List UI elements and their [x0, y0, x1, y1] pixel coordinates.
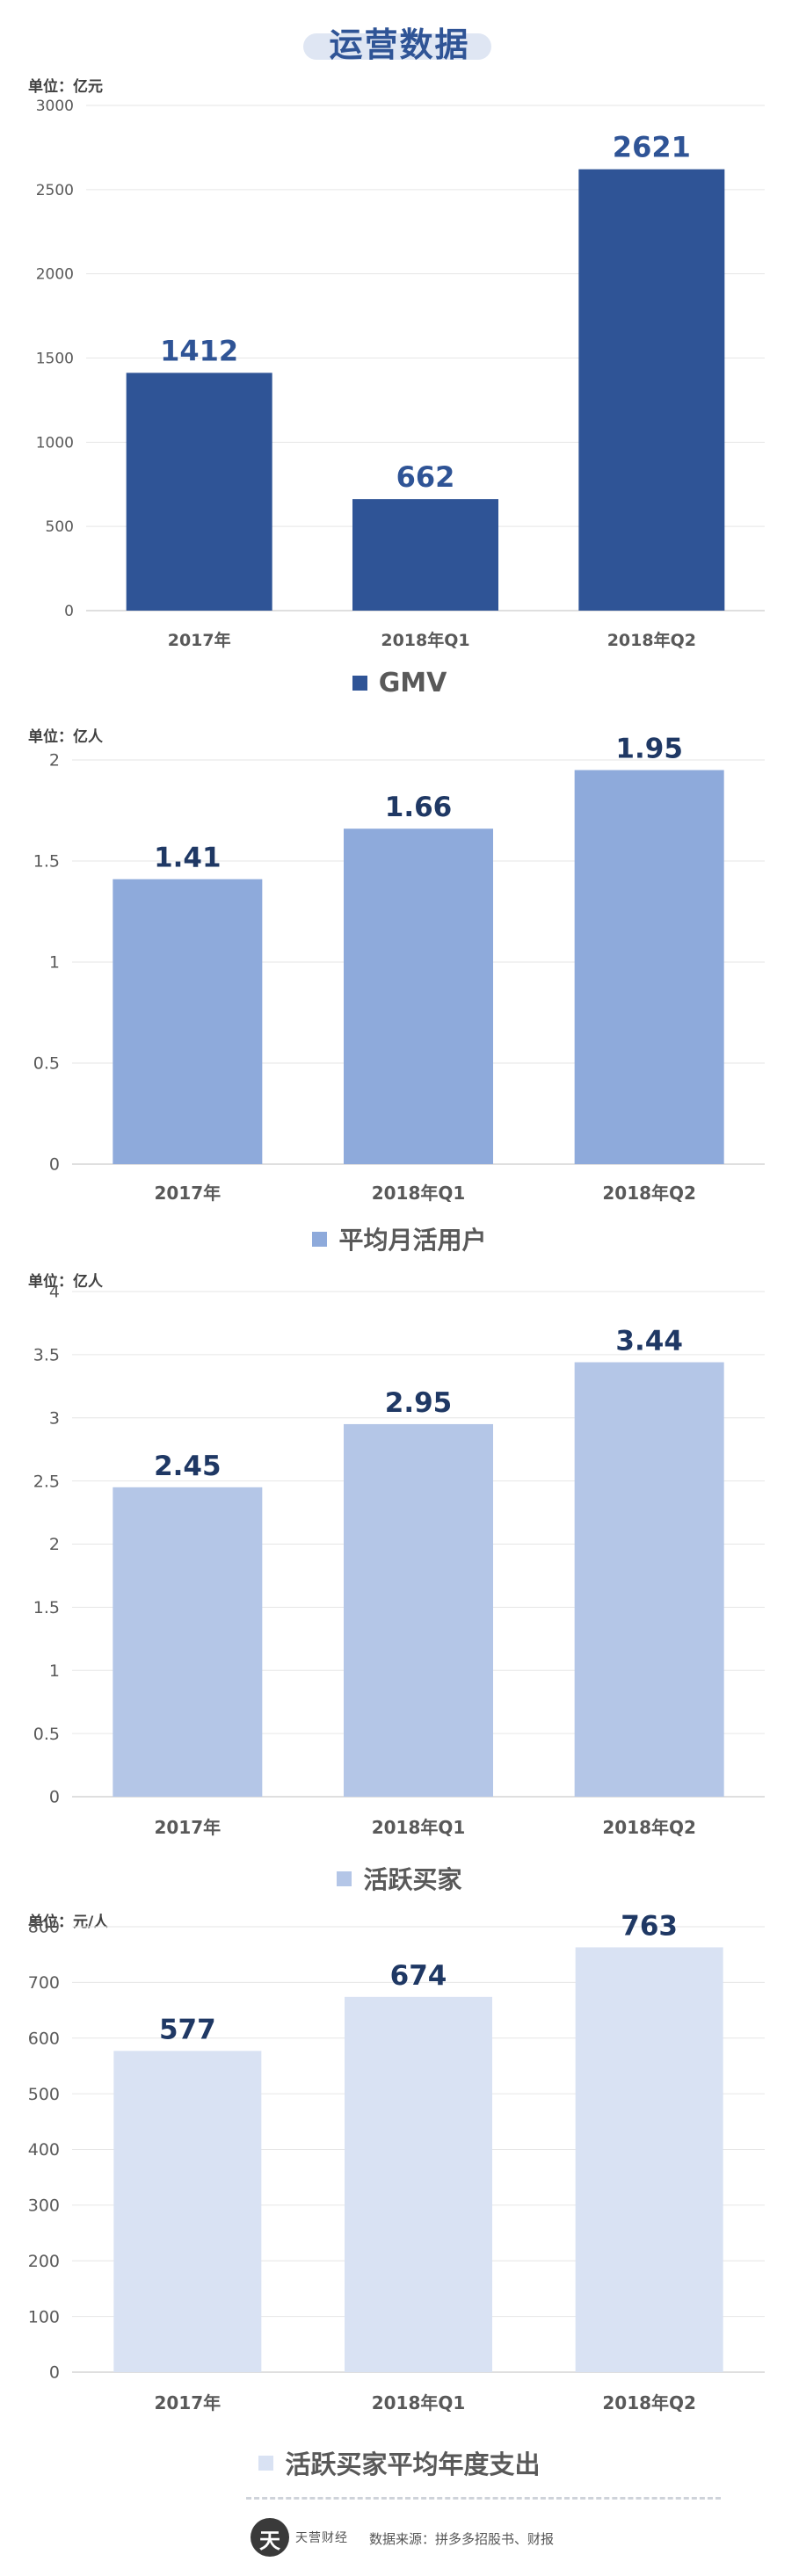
bar: [344, 1423, 493, 1797]
unit-label: 单位：亿人: [28, 1273, 103, 1291]
y-tick-label: 100: [28, 2307, 60, 2326]
y-tick-label: 0: [49, 1788, 60, 1807]
bar: [575, 1947, 723, 2372]
y-tick-label: 300: [28, 2196, 60, 2216]
x-tick-label: 2018年Q1: [372, 2392, 466, 2413]
y-tick-label: 1500: [36, 350, 74, 367]
y-tick-label: 1: [49, 1661, 60, 1681]
footer-divider: [246, 2497, 721, 2500]
chart-legend: 活跃买家平均年度支出: [0, 2444, 799, 2481]
y-tick-label: 1.5: [33, 852, 60, 872]
y-tick-label: 500: [28, 2085, 60, 2104]
legend-swatch: [337, 1870, 352, 1886]
data-label: 2621: [613, 131, 691, 164]
x-tick-label: 2018年Q1: [372, 1817, 466, 1838]
x-tick-label: 2018年Q1: [381, 630, 469, 650]
chart-buyers: 单位：亿人 0 0.5 1 1.5 2 2.5 3 3.5 4 2.45 2017年 2.95 2018…: [0, 1265, 799, 1907]
y-tick-label: 3.5: [33, 1346, 60, 1365]
data-label: 763: [621, 1910, 678, 1942]
y-tick-label: 2: [49, 751, 60, 771]
y-tick-label: 0: [49, 1155, 60, 1175]
y-tick-label: 0: [49, 2363, 60, 2383]
y-tick-label: 2500: [36, 182, 74, 199]
y-tick-label: 0: [64, 603, 74, 620]
data-label: 577: [159, 2014, 216, 2045]
y-tick-label: 2: [49, 1535, 60, 1554]
x-tick-label: 2017年: [154, 2392, 221, 2413]
data-label: 1412: [160, 334, 238, 367]
brand-logo-glyph: 天: [259, 2529, 280, 2553]
legend-label: 平均月活用户: [338, 1226, 487, 1255]
chart-legend: 平均月活用户: [0, 1221, 799, 1256]
x-tick-label: 2018年Q2: [602, 1817, 696, 1838]
legend-swatch: [352, 676, 367, 691]
data-source: 数据来源：拼多多招股书、财报: [369, 2531, 555, 2547]
data-label: 1.41: [154, 843, 222, 874]
bar: [126, 373, 272, 611]
chart-legend: 活跃买家: [0, 1861, 799, 1896]
y-tick-label: 4: [49, 1283, 60, 1302]
bar: [113, 2051, 262, 2372]
bar: [345, 1996, 492, 2372]
data-label: 1.95: [615, 734, 683, 765]
y-tick-label: 200: [28, 2252, 60, 2271]
x-tick-label: 2018年Q2: [607, 630, 696, 650]
y-tick-label: 800: [28, 1918, 60, 1937]
x-tick-label: 2017年: [154, 1183, 221, 1204]
data-label: 662: [396, 460, 455, 494]
y-tick-label: 600: [28, 2029, 60, 2048]
legend-label: 活跃买家: [363, 1865, 462, 1894]
page-footer: 天 天营财经 数据来源：拼多多招股书、财报: [0, 2513, 799, 2565]
y-tick-label: 1: [49, 953, 60, 973]
bar: [344, 829, 493, 1164]
y-tick-label: 1.5: [33, 1598, 60, 1617]
y-tick-label: 400: [28, 2140, 60, 2160]
y-tick-label: 3000: [36, 98, 74, 115]
x-tick-label: 2018年Q1: [372, 1183, 466, 1204]
data-label: 2.95: [385, 1387, 453, 1419]
data-label: 3.44: [615, 1326, 683, 1357]
x-tick-label: 2017年: [154, 1817, 221, 1838]
chart-gmv-plot: 0 500 1000 1500 2000 2500 3000 1412 2017年 662 2018…: [36, 98, 765, 650]
chart-spend-plot: 0 100 200 300 400 500 600 700 800 577 2017年 674 2018…: [28, 1910, 765, 2413]
y-tick-label: 0.5: [33, 1054, 60, 1074]
y-tick-label: 1000: [36, 434, 74, 452]
y-tick-label: 0.5: [33, 1725, 60, 1744]
chart-buyers-plot: 0 0.5 1 1.5 2 2.5 3 3.5 4 2.45 2017年 2.95 2018年Q1 3.4…: [33, 1283, 765, 1838]
bar: [578, 169, 725, 611]
data-label: 1.66: [385, 792, 453, 823]
chart-mau: 单位：亿人 0 0.5 1 1.5 2 1.41 2017年 1.66 2018年Q1 1.95 2…: [0, 720, 799, 1265]
chart-spend: 单位：元/人 0 100 200 300 400 500 600 700 800 577 2017年…: [0, 1907, 799, 2495]
chart-mau-plot: 0 0.5 1 1.5 2 1.41 2017年 1.66 2018年Q1 1.95 2018年Q2: [33, 734, 765, 1204]
legend-swatch: [312, 1231, 328, 1247]
bar: [574, 1362, 724, 1797]
x-tick-label: 2018年Q2: [602, 2392, 696, 2413]
x-tick-label: 2018年Q2: [602, 1183, 696, 1204]
data-label: 674: [390, 1960, 447, 1992]
brand-logo: 天: [251, 2518, 289, 2557]
legend-label: 活跃买家平均年度支出: [285, 2449, 541, 2479]
data-label: 2.45: [154, 1451, 222, 1482]
bar: [352, 499, 498, 611]
legend-swatch: [258, 2455, 274, 2471]
unit-label: 单位：亿人: [28, 728, 103, 746]
bar: [574, 770, 724, 1164]
brand-name: 天营财经: [295, 2531, 348, 2545]
title-highlight: [303, 33, 491, 60]
bar: [113, 879, 263, 1164]
legend-label: GMV: [378, 668, 447, 698]
y-tick-label: 700: [28, 1973, 60, 1993]
y-tick-label: 3: [49, 1408, 60, 1428]
x-tick-label: 2017年: [168, 630, 231, 650]
y-tick-label: 2000: [36, 266, 74, 284]
unit-label: 单位：亿元: [28, 78, 103, 96]
chart-gmv: 单位：亿元 0 500 1000 1500 2000 2500 3000 1412 2017年 6…: [0, 0, 799, 720]
chart-legend: GMV: [0, 668, 799, 698]
y-tick-label: 500: [46, 518, 74, 536]
y-tick-label: 2.5: [33, 1472, 60, 1491]
page-title: 运营数据: [329, 25, 470, 64]
bar: [113, 1487, 263, 1797]
page-header: 运营数据: [0, 0, 799, 70]
